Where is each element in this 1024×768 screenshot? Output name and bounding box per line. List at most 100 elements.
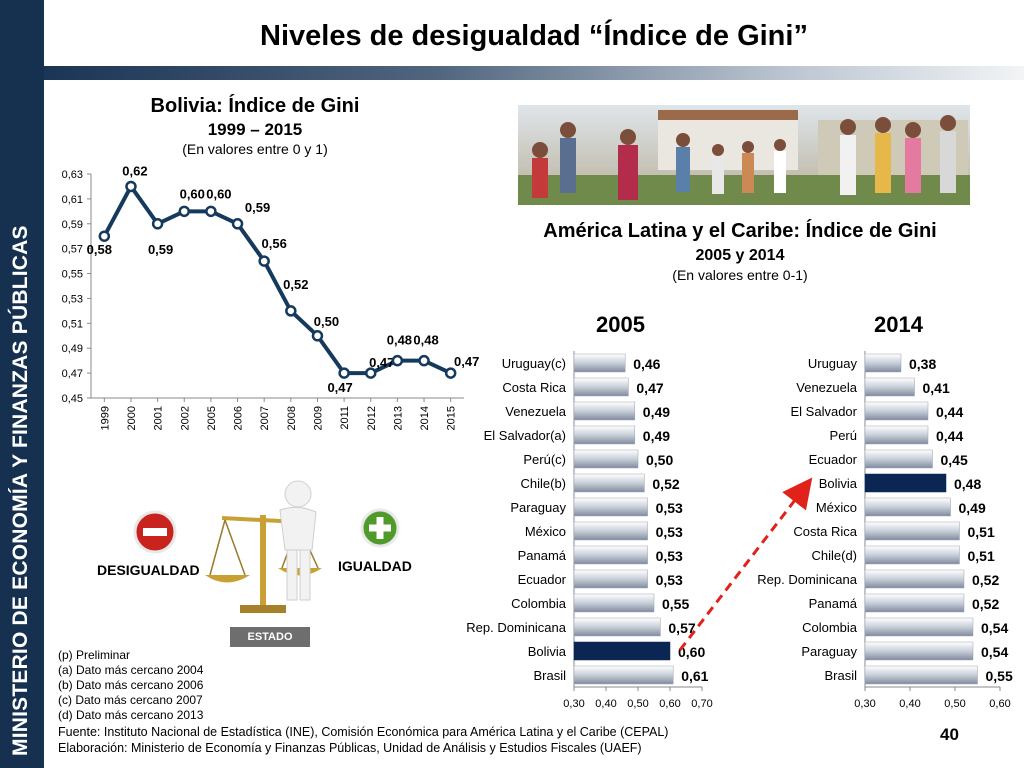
x-tick-label: 0,50 [944,698,965,710]
bar-value-label: 0,49 [643,404,670,420]
bar-value-label: 0,53 [656,500,683,516]
category-label: Colombia [802,620,858,635]
bar-value-label: 0,44 [936,404,963,420]
category-label: Venezuela [796,380,857,395]
y-tick-label: 0,45 [62,393,83,405]
data-point [444,367,457,379]
bar [864,497,951,517]
bar [864,569,965,589]
bar-value-label: 0,53 [656,524,683,540]
data-label: 0,59 [148,242,173,257]
balance-scale-illustration [133,480,400,613]
bar-value-label: 0,48 [954,476,981,492]
bar [864,449,933,469]
data-label: 0,47 [369,355,394,370]
bar [573,593,655,613]
bar [573,617,661,637]
y-tick-label: 0,55 [62,269,83,281]
bar [573,353,626,373]
bar [573,665,674,685]
bar [573,641,671,661]
category-label: El Salvador(a) [484,428,566,443]
page-number: 40 [940,725,959,744]
x-tick-label: 2013 [392,406,404,430]
title-underline-bar [44,66,1024,80]
source-line: Elaboración: Ministerio de Economía y Fi… [58,740,642,755]
data-label: 0,50 [314,314,339,329]
footnote-line: (c) Dato más cercano 2007 [58,693,203,707]
x-tick-label: 0,70 [691,698,712,710]
data-label: 0,47 [327,380,352,395]
x-tick-label: 0,50 [627,698,648,710]
data-point [285,305,297,317]
data-point [98,230,111,242]
category-label: México [525,524,566,539]
bar [573,449,639,469]
category-label: México [816,500,857,515]
bar [864,377,915,397]
data-label: 0,56 [262,236,287,251]
right-chart-title: América Latina y el Caribe: Índice de Gi… [543,220,937,242]
category-label: Bolivia [819,476,858,491]
y-tick-label: 0,51 [62,318,83,330]
bar [573,569,648,589]
data-label: 0,58 [87,242,112,257]
sidebar: MINISTERIO DE ECONOMÍA Y FINANZAS PÚBLIC… [0,0,44,768]
minus-icon [133,510,177,554]
data-label: 0,60 [180,186,205,201]
people-photo-image [518,105,970,205]
category-label: Paraguay [510,500,566,515]
x-tick-label: 2000 [126,406,138,430]
x-tick-label: 2014 [419,406,431,430]
category-label: Ecuador [809,452,858,467]
bar [573,473,645,493]
left-chart-heading: Bolivia: Índice de Gini 1999 – 2015 (En … [95,95,415,157]
bar-value-label: 0,57 [668,620,695,636]
bar-value-label: 0,44 [936,428,963,444]
plus-icon [360,508,400,548]
right-chart-note: (En valores entre 0-1) [672,267,808,283]
bar-value-label: 0,41 [923,380,950,396]
estado-label: ESTADO [230,627,310,647]
bar [864,545,960,565]
x-tick-label: 2012 [366,406,378,430]
data-point [258,255,270,267]
x-tick-label: 2007 [259,406,271,430]
y-tick-label: 0,59 [62,219,83,231]
data-point [231,218,244,230]
footnote-line: (d) Dato más cercano 2013 [58,708,204,722]
data-point [178,205,190,218]
category-label: Brasil [533,668,566,683]
bar-value-label: 0,49 [643,428,670,444]
source-notes: Fuente: Instituto Nacional de Estadístic… [58,725,668,756]
bar-value-label: 0,61 [681,668,708,684]
category-label: Rep. Dominicana [757,572,857,587]
footnote-line: (p) Preliminar [58,648,131,662]
category-label: Costa Rica [793,524,857,539]
x-tick-label: 2002 [179,406,191,430]
bar [864,521,960,541]
data-label: 0,47 [454,354,479,369]
data-point [205,205,217,218]
bar [864,401,929,421]
bar-value-label: 0,51 [968,524,995,540]
gini-2014-bar-chart: 0,30 0,40 0,50 0,60 Uruguay 0,38 Venezuela 0,41… [757,351,1013,710]
data-label: 0,48 [413,333,438,348]
category-label: Ecuador [518,572,567,587]
category-label: Perú(c) [523,452,566,467]
x-tick-label: 2001 [153,406,165,430]
x-tick-label: 0,60 [659,698,680,710]
data-point [365,367,377,379]
category-label: Brasil [824,668,857,683]
category-label: Rep. Dominicana [466,620,566,635]
bar-value-label: 0,55 [986,668,1013,684]
bar [573,521,648,541]
footnote-line: (a) Dato más cercano 2004 [58,663,204,677]
category-label: Venezuela [505,404,566,419]
left-chart-title: Bolivia: Índice de Gini [150,95,360,117]
footnote-line: (b) Dato más cercano 2006 [58,678,204,692]
bar-value-label: 0,38 [909,356,936,372]
data-point [125,180,137,193]
bar [864,473,947,493]
